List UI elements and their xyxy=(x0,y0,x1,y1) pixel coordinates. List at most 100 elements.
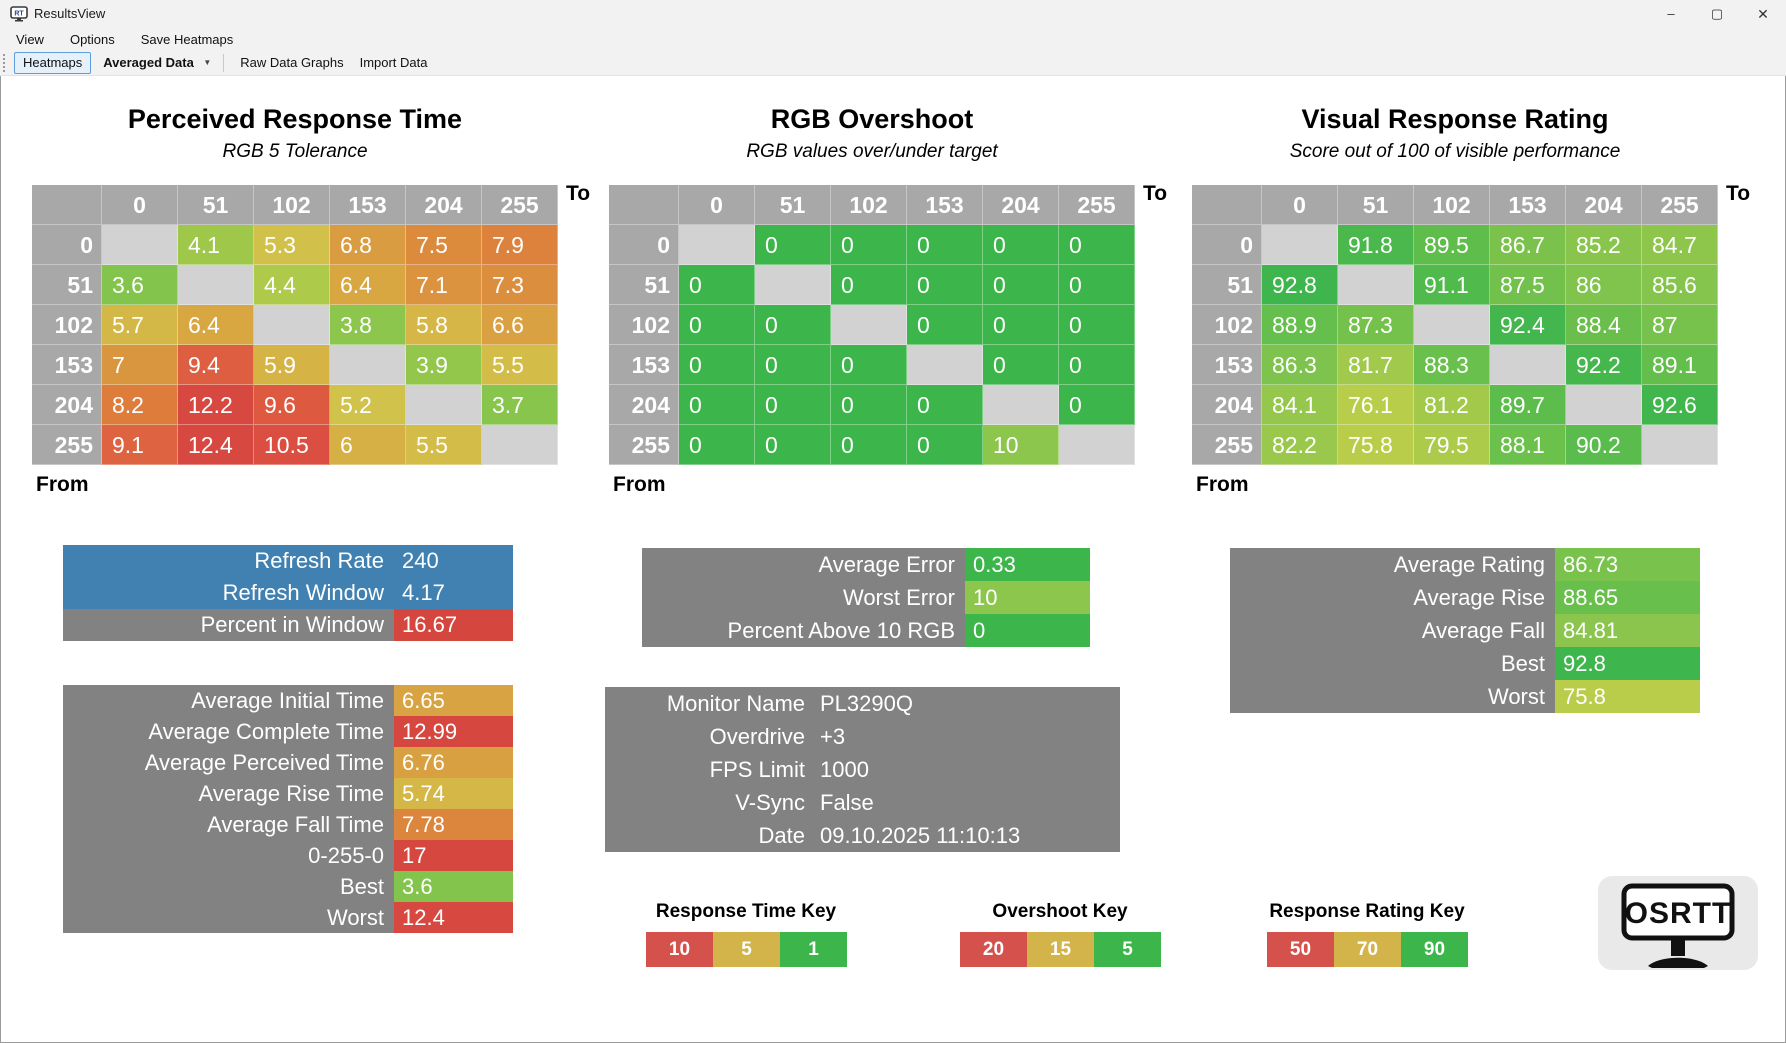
monitor-info-value: PL3290Q xyxy=(820,691,913,716)
monitor-info-value: False xyxy=(820,790,874,815)
col-header: 102 xyxy=(831,185,907,225)
heatmap-cell xyxy=(482,425,558,465)
summary-value: 3.6 xyxy=(394,871,513,902)
heatmap-cell xyxy=(178,265,254,305)
heatmap-cell: 10.5 xyxy=(254,425,330,465)
heatmap-cell: 0 xyxy=(983,305,1059,345)
overshoot-summary-box: Average Error 0.33 Worst Error 10 Percent Ab… xyxy=(642,548,1090,647)
row-header: 255 xyxy=(32,425,102,465)
row-header: 153 xyxy=(1192,345,1262,385)
col-header: 51 xyxy=(1338,185,1414,225)
summary-label: Best xyxy=(1230,647,1555,680)
data-mode-select[interactable]: Averaged Data ▼ xyxy=(99,53,215,73)
window-title: ResultsView xyxy=(34,6,106,21)
row-header: 204 xyxy=(32,385,102,425)
heatmap-panel-1: Perceived Response Time RGB 5 Tolerance 0 5… xyxy=(32,104,590,496)
key-bar: 50 70 90 xyxy=(1267,932,1468,967)
heatmap-cell xyxy=(406,385,482,425)
heatmap-cell: 0 xyxy=(831,345,907,385)
col-header: 51 xyxy=(755,185,831,225)
col-header: 204 xyxy=(1566,185,1642,225)
osrtt-logo: OSRTT xyxy=(1598,876,1758,970)
heatmap-cell: 5.2 xyxy=(330,385,406,425)
monitor-info-label: Monitor Name xyxy=(666,691,805,716)
from-axis-label: From xyxy=(36,473,89,496)
col-header: 255 xyxy=(1642,185,1718,225)
heatmap-cell: 8.2 xyxy=(102,385,178,425)
toolbar-separator xyxy=(223,53,225,72)
heatmap-cell: 91.1 xyxy=(1414,265,1490,305)
summary-row: Percent Above 10 RGB 0 xyxy=(642,614,1090,647)
summary-row: Average Perceived Time 6.76 xyxy=(63,747,513,778)
key-segment: 70 xyxy=(1334,932,1401,967)
panel-subtitle: RGB 5 Tolerance xyxy=(222,141,368,162)
heatmap-cell: 76.1 xyxy=(1338,385,1414,425)
col-header: 204 xyxy=(983,185,1059,225)
heatmap-cell: 81.2 xyxy=(1414,385,1490,425)
heatmap-cell: 0 xyxy=(679,265,755,305)
summary-label: Average Rise Time xyxy=(63,778,394,809)
monitor-info-value: 09.10.2025 11:10:13 xyxy=(820,823,1021,848)
heatmap-cell: 85.6 xyxy=(1642,265,1718,305)
summary-label: Average Fall xyxy=(1230,614,1555,647)
menu-item-save-heatmaps[interactable]: Save Heatmaps xyxy=(140,31,234,47)
import-data-button[interactable]: Import Data xyxy=(359,55,428,70)
heatmap-cell: 85.2 xyxy=(1566,225,1642,265)
monitor-info-value: 1000 xyxy=(820,757,869,782)
summary-row: Average Error 0.33 xyxy=(642,548,1090,581)
raw-data-graphs-button[interactable]: Raw Data Graphs xyxy=(240,55,344,70)
heatmaps-tab-button[interactable]: Heatmaps xyxy=(14,51,92,74)
heatmap-cell: 0 xyxy=(755,425,831,465)
monitor-info-row: V-Sync False xyxy=(605,786,1120,819)
heatmap-cell: 7.9 xyxy=(482,225,558,265)
monitor-info-label: Overdrive xyxy=(709,724,805,749)
heatmap-cell: 88.3 xyxy=(1414,345,1490,385)
heatmap-cell: 10 xyxy=(983,425,1059,465)
close-button[interactable]: ✕ xyxy=(1757,6,1769,22)
heatmap-cell: 0 xyxy=(831,225,907,265)
heatmap-cell: 75.8 xyxy=(1338,425,1414,465)
row-header: 51 xyxy=(609,265,679,305)
heatmap-cell xyxy=(1338,265,1414,305)
menu-item-view[interactable]: View xyxy=(16,31,44,47)
osrtt-logo-text: OSRTT xyxy=(1625,897,1732,930)
key-segment: 1 xyxy=(780,932,847,967)
monitor-info-value: +3 xyxy=(820,724,846,749)
heatmap-cell: 7.5 xyxy=(406,225,482,265)
heatmap-cell: 4.1 xyxy=(178,225,254,265)
menu-bar: View Options Save Heatmaps xyxy=(0,28,1786,50)
col-header: 102 xyxy=(1414,185,1490,225)
refresh-summary-box: Refresh Rate 240 Refresh Window 4.17 Percent… xyxy=(63,545,513,641)
heatmap-cell: 0 xyxy=(1059,305,1135,345)
col-header: 0 xyxy=(102,185,178,225)
summary-label: Average Error xyxy=(642,548,965,581)
response-time-summary-box: Average Initial Time 6.65 Average Complete… xyxy=(63,685,513,933)
heatmap-cell xyxy=(102,225,178,265)
heatmap-panel-2: RGB Overshoot RGB values over/under targe… xyxy=(609,104,1167,496)
heatmap-cell xyxy=(1490,345,1566,385)
heatmap-cell: 0 xyxy=(831,425,907,465)
heatmap-cell xyxy=(1414,305,1490,345)
summary-label: Worst xyxy=(63,902,394,933)
summary-value: 0.33 xyxy=(965,548,1090,581)
row-header: 204 xyxy=(1192,385,1262,425)
maximize-button[interactable]: ▢ xyxy=(1710,6,1724,21)
minimize-button[interactable]: – xyxy=(1667,6,1675,21)
data-mode-selected-label: Averaged Data xyxy=(103,54,194,70)
heatmap-cell: 12.4 xyxy=(178,425,254,465)
summary-label: Average Perceived Time xyxy=(63,747,394,778)
row-header: 51 xyxy=(32,265,102,305)
heatmap-cell: 5.9 xyxy=(254,345,330,385)
heatmap-cell xyxy=(254,305,330,345)
summary-row: Best 92.8 xyxy=(1230,647,1700,680)
summary-row: 0-255-0 17 xyxy=(63,840,513,871)
heatmap-cell: 5.5 xyxy=(406,425,482,465)
menu-item-options[interactable]: Options xyxy=(69,31,115,47)
heatmap-cell: 89.1 xyxy=(1642,345,1718,385)
heatmap-cell: 0 xyxy=(831,385,907,425)
key-title: Response Rating Key xyxy=(1269,901,1465,922)
to-axis-label: To xyxy=(566,182,591,205)
summary-label: Refresh Rate xyxy=(63,545,394,577)
heatmap-cell: 92.8 xyxy=(1262,265,1338,305)
